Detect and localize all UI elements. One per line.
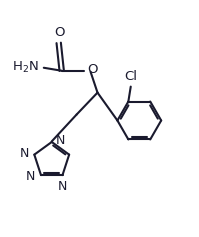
- Text: $\mathregular{H_2N}$: $\mathregular{H_2N}$: [12, 60, 38, 75]
- Text: N: N: [56, 134, 65, 147]
- Text: N: N: [26, 170, 35, 182]
- Text: Cl: Cl: [124, 70, 137, 83]
- Text: N: N: [58, 180, 67, 193]
- Text: O: O: [87, 63, 98, 76]
- Text: N: N: [19, 147, 29, 160]
- Text: O: O: [54, 26, 64, 38]
